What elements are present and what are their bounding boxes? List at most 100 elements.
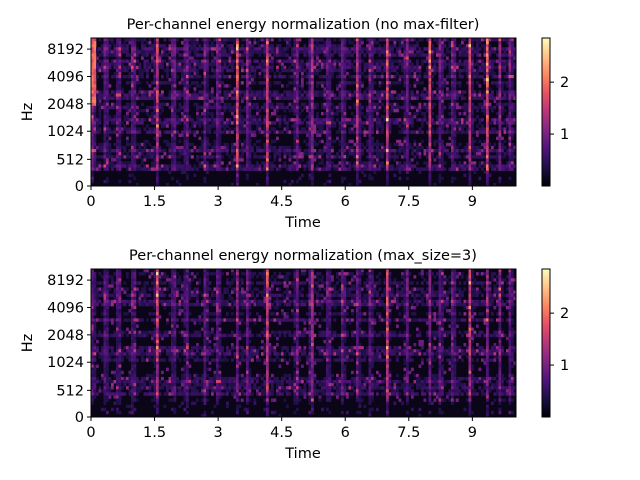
heatmap-cell bbox=[288, 118, 292, 122]
heatmap-cell bbox=[306, 164, 309, 168]
heatmap-cell bbox=[273, 152, 277, 156]
heatmap-cell bbox=[203, 87, 207, 91]
heatmap-cell bbox=[121, 75, 124, 79]
heatmap-cell bbox=[308, 136, 312, 141]
heatmap-cell bbox=[153, 130, 157, 134]
heatmap-cell bbox=[498, 75, 502, 79]
heatmap-cell bbox=[246, 142, 249, 147]
heatmap-cell bbox=[93, 136, 97, 141]
heatmap-cell bbox=[341, 78, 344, 82]
heatmap-cell bbox=[493, 118, 497, 122]
heatmap-cell bbox=[108, 127, 112, 131]
heatmap-cell bbox=[203, 90, 207, 94]
heatmap-cell bbox=[513, 121, 517, 125]
heatmap-cell bbox=[458, 149, 462, 153]
heatmap-cell bbox=[116, 115, 119, 119]
heatmap-cell bbox=[471, 112, 474, 116]
heatmap-cell bbox=[513, 47, 517, 51]
heatmap-cell bbox=[133, 65, 137, 70]
heatmap-cell bbox=[263, 47, 267, 51]
heatmap-cell bbox=[341, 108, 344, 113]
heatmap-cell bbox=[468, 167, 472, 171]
heatmap-cell bbox=[226, 164, 229, 168]
heatmap-cell bbox=[406, 124, 409, 128]
heatmap-cell bbox=[161, 105, 164, 110]
heatmap-cell bbox=[151, 167, 154, 171]
heatmap-cell bbox=[491, 118, 494, 122]
heatmap-cell bbox=[106, 124, 109, 128]
heatmap-cell bbox=[271, 47, 274, 51]
heatmap-cell bbox=[216, 96, 219, 100]
heatmap-cell bbox=[311, 182, 314, 187]
heatmap-cell bbox=[108, 47, 112, 51]
heatmap-cell bbox=[348, 38, 352, 42]
heatmap-cell bbox=[321, 38, 324, 42]
heatmap-cell bbox=[216, 133, 219, 137]
heatmap-cell bbox=[458, 121, 462, 125]
heatmap-cell bbox=[238, 53, 242, 57]
heatmap-cell bbox=[213, 149, 217, 153]
heatmap-cell bbox=[441, 105, 444, 110]
heatmap-cell bbox=[476, 53, 479, 57]
heatmap-cell bbox=[181, 41, 184, 45]
heatmap-cell bbox=[411, 93, 414, 97]
heatmap-cell bbox=[241, 47, 244, 51]
heatmap-cell bbox=[128, 102, 132, 107]
heatmap-cell bbox=[318, 133, 322, 137]
heatmap-cell bbox=[178, 121, 182, 125]
heatmap-cell bbox=[148, 96, 152, 100]
heatmap-cell bbox=[118, 108, 122, 113]
heatmap-cell bbox=[488, 65, 492, 70]
heatmap-cell bbox=[236, 65, 239, 70]
heatmap-cell bbox=[178, 96, 182, 100]
heatmap-cell bbox=[436, 139, 439, 144]
heatmap-cell bbox=[461, 105, 464, 110]
heatmap-cell bbox=[133, 47, 137, 51]
heatmap-cell bbox=[378, 81, 382, 85]
heatmap-cell bbox=[438, 87, 442, 91]
heatmap-cell bbox=[163, 50, 167, 54]
heatmap-cell bbox=[156, 90, 159, 94]
heatmap-cell bbox=[153, 164, 157, 168]
heatmap-cell bbox=[238, 155, 242, 159]
heatmap-cell bbox=[416, 81, 419, 85]
heatmap-cell bbox=[158, 105, 162, 110]
heatmap-cell bbox=[373, 149, 377, 153]
heatmap-cell bbox=[113, 90, 117, 94]
heatmap-cell bbox=[501, 68, 504, 73]
heatmap-cell bbox=[133, 50, 137, 54]
heatmap-cell bbox=[476, 50, 479, 54]
heatmap-cell bbox=[406, 105, 409, 110]
heatmap-cell bbox=[408, 164, 412, 168]
heatmap-cell bbox=[96, 56, 99, 60]
heatmap-cell bbox=[358, 96, 362, 100]
heatmap-cell bbox=[388, 127, 392, 131]
heatmap-cell bbox=[298, 130, 302, 134]
heatmap-cell bbox=[221, 149, 224, 153]
heatmap-cell bbox=[378, 90, 382, 94]
heatmap-cell bbox=[391, 59, 394, 63]
heatmap-cell bbox=[361, 50, 364, 54]
heatmap-cell bbox=[358, 56, 362, 60]
heatmap-cell bbox=[128, 105, 132, 110]
heatmap-cell bbox=[228, 155, 232, 159]
heatmap-cell bbox=[328, 105, 332, 110]
heatmap-cell bbox=[203, 38, 207, 42]
heatmap-cell bbox=[203, 124, 207, 128]
heatmap-cell bbox=[106, 152, 109, 156]
heatmap-cell bbox=[173, 87, 177, 91]
heatmap-cell bbox=[326, 158, 329, 162]
heatmap-cell bbox=[506, 167, 509, 171]
heatmap-cell bbox=[468, 81, 472, 85]
heatmap-cell bbox=[116, 102, 119, 107]
heatmap-cell bbox=[293, 142, 297, 147]
heatmap-cell bbox=[91, 155, 94, 159]
heatmap-cell bbox=[271, 50, 274, 54]
heatmap-cell bbox=[498, 112, 502, 116]
heatmap-cell bbox=[268, 155, 272, 159]
heatmap-cell bbox=[176, 164, 179, 168]
heatmap-cell bbox=[423, 96, 427, 100]
heatmap-cell bbox=[383, 59, 387, 63]
heatmap-cell bbox=[443, 161, 447, 165]
heatmap-cell bbox=[223, 108, 227, 113]
